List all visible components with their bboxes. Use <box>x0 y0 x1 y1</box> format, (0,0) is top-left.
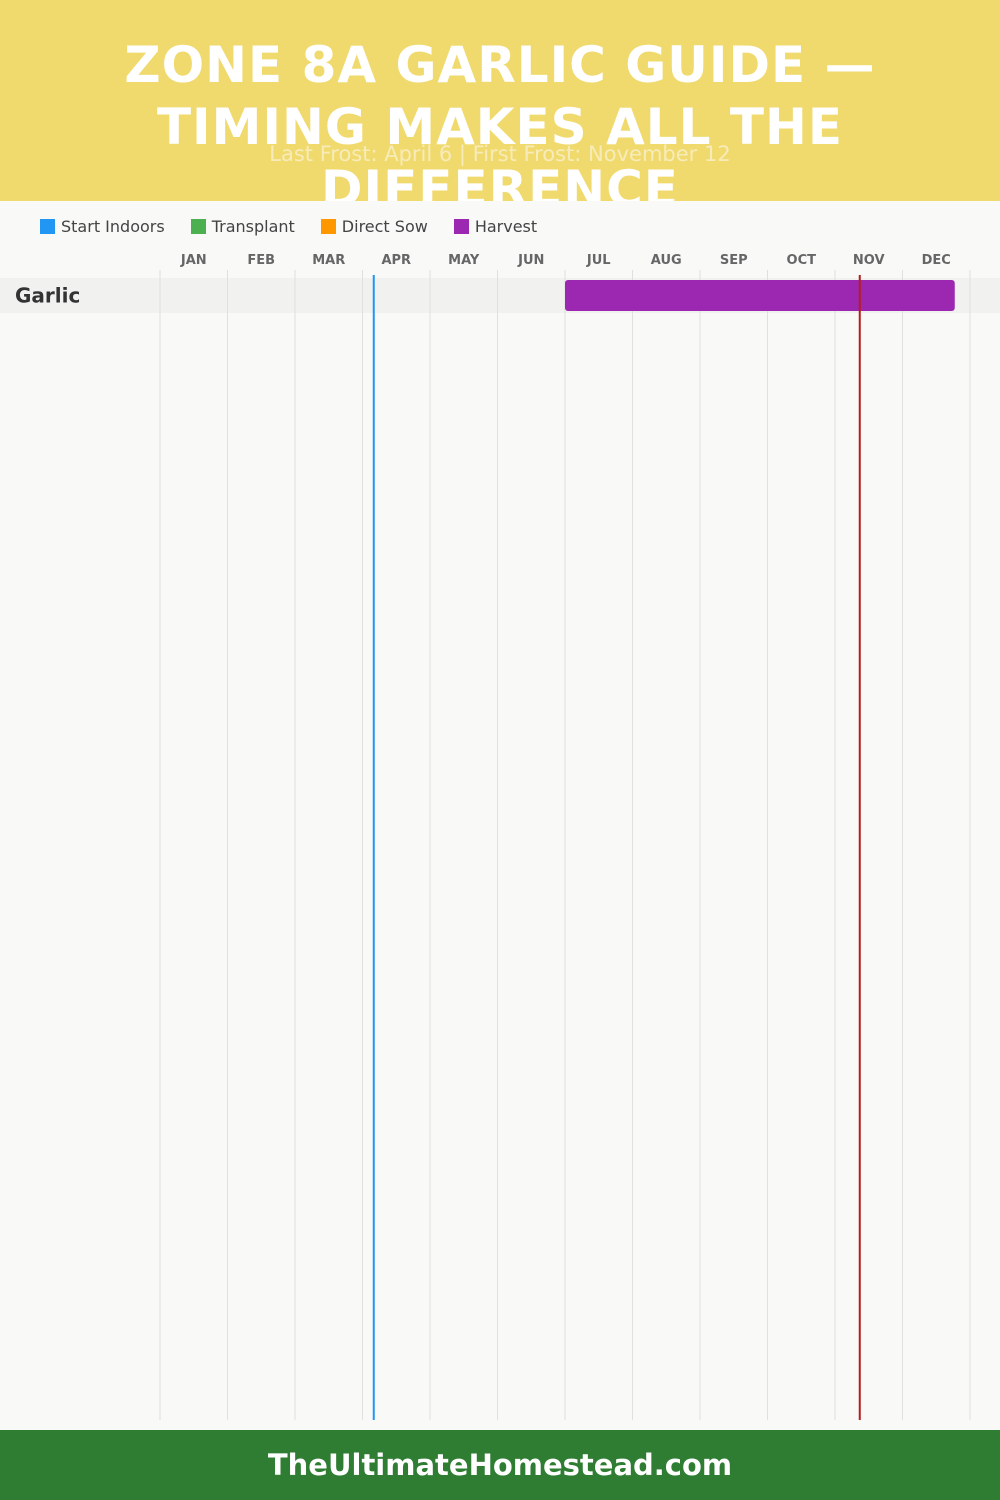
month-label-dec: DEC <box>922 253 951 268</box>
planting-calendar-chart: JAN FEB MAR APR MAY JUN JUL AUG SEP OCT NOV DEC Garl… <box>0 253 1000 1420</box>
legend-item-harvest: Harvest <box>453 216 538 236</box>
month-label-oct: OCT <box>787 253 817 268</box>
legend: Start Indoors Transplant Direct Sow Harv… <box>40 214 563 238</box>
legend-item-transplant: Transplant <box>190 216 295 236</box>
legend-swatch-direct-sow <box>320 218 336 234</box>
month-label-jul: JUL <box>586 253 611 268</box>
legend-label: Harvest <box>474 216 538 236</box>
footer-banner: TheUltimateHomestead.com <box>0 1430 1000 1500</box>
month-label-sep: SEP <box>720 253 748 268</box>
header-banner: ZONE 8A GARLIC GUIDE — TIMING MAKES ALL … <box>0 0 1000 201</box>
legend-swatch-harvest <box>453 218 469 234</box>
bar-harvest <box>565 280 955 311</box>
month-label-may: MAY <box>448 253 480 268</box>
legend-item-start-indoors: Start Indoors <box>40 217 165 236</box>
page-title: ZONE 8A GARLIC GUIDE — TIMING MAKES ALL … <box>124 36 876 201</box>
month-label-jun: JUN <box>517 253 544 268</box>
frost-dates-subtitle: Last Frost: April 6 | First Frost: Novem… <box>269 142 731 166</box>
footer-site-name: TheUltimateHomestead.com <box>267 1448 733 1482</box>
month-label-mar: MAR <box>312 253 345 268</box>
month-label-feb: FEB <box>247 253 275 268</box>
month-label-jan: JAN <box>180 253 207 268</box>
legend-item-direct-sow: Direct Sow <box>320 216 428 236</box>
legend-label: Direct Sow <box>341 216 428 236</box>
month-label-aug: AUG <box>651 253 682 268</box>
crop-label: Garlic <box>15 284 80 308</box>
legend-swatch-transplant <box>190 218 206 234</box>
month-label-apr: APR <box>381 253 411 268</box>
legend-label: Start Indoors <box>61 216 165 236</box>
legend-swatch-start-indoors <box>40 218 55 234</box>
legend-label: Transplant <box>211 216 295 236</box>
month-label-nov: NOV <box>853 253 885 268</box>
